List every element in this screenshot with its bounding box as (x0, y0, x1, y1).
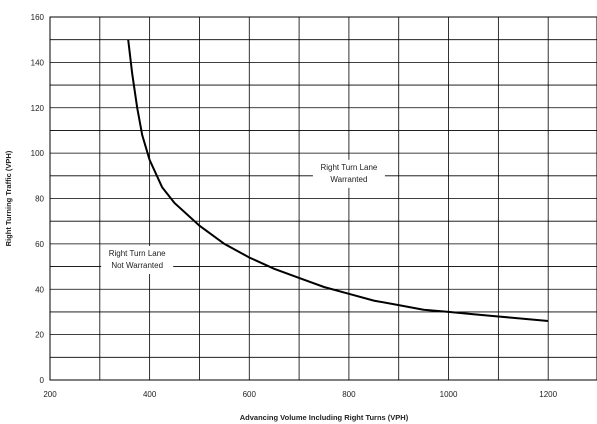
x-tick-label: 1200 (539, 390, 557, 399)
warrant-curve (127, 39, 549, 322)
y-tick-label: 80 (35, 195, 44, 204)
x-tick-label: 1000 (440, 390, 458, 399)
x-tick-labels: 200 400 600 800 1000 1200 (43, 390, 557, 399)
region-label-line: Not Warranted (111, 261, 163, 270)
x-tick-label: 800 (342, 390, 356, 399)
x-tick-label: 600 (243, 390, 257, 399)
region-label-background (312, 159, 385, 188)
y-tick-label: 100 (31, 149, 45, 158)
plot-frame (49, 16, 597, 381)
y-tick-label: 40 (35, 285, 44, 294)
region-label-line: Right Turn Lane (109, 249, 166, 258)
x-axis-title: Advancing Volume Including Right Turns (… (240, 413, 409, 422)
y-tick-label: 160 (31, 13, 45, 22)
y-tick-label: 20 (35, 331, 44, 340)
region-label-line: Right Turn Lane (320, 163, 377, 172)
x-tick-label: 200 (43, 390, 57, 399)
region-label: Right Turn Lane Not Warranted (101, 246, 174, 275)
region-label-line: Warranted (330, 175, 367, 184)
region-label: Right Turn Lane Warranted (312, 159, 385, 188)
y-tick-label: 120 (31, 104, 45, 113)
y-axis-title: Right Turning Traffic (VPH) (4, 150, 13, 246)
region-label-background (101, 246, 174, 275)
y-tick-label: 140 (31, 58, 45, 67)
y-tick-label: 0 (40, 376, 45, 385)
y-tick-labels: 0 20 40 60 80 100 120 140 160 (31, 13, 45, 385)
region-labels: Right Turn Lane Warranted Right Turn Lane N… (101, 159, 385, 275)
y-tick-label: 60 (35, 240, 44, 249)
grid-lines (50, 17, 597, 380)
x-tick-label: 400 (143, 390, 157, 399)
